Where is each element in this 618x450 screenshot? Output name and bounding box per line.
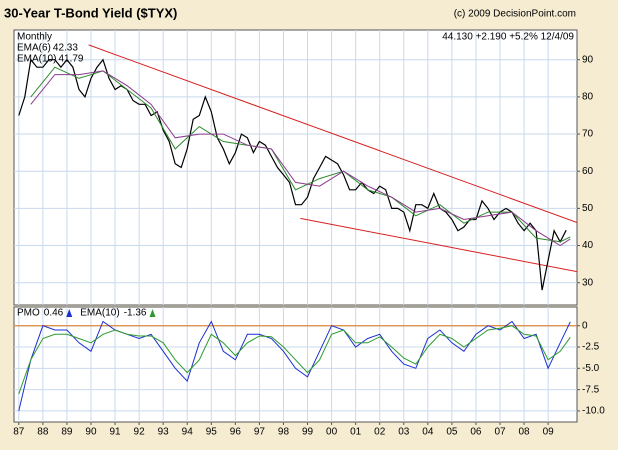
x-tick-label: 92 [134, 427, 146, 438]
y-tick-label: 70 [582, 129, 594, 140]
x-tick-label: 98 [278, 427, 290, 438]
x-tick-label: 00 [326, 427, 338, 438]
legend-name: EMA(6) [17, 43, 51, 54]
x-tick-label: 88 [37, 427, 49, 438]
x-tick-label: 95 [206, 427, 218, 438]
legend-name: EMA(10) [17, 54, 56, 65]
trend-line [300, 217, 577, 273]
legend-value: 41.79 [58, 54, 83, 65]
x-tick-label: 89 [61, 427, 73, 438]
x-tick-label: 06 [470, 427, 482, 438]
series-line [30, 70, 571, 247]
y-tick-label: -7.5 [582, 384, 600, 395]
y-tick-label: -5.0 [582, 363, 600, 374]
y-tick-label: 60 [582, 166, 594, 177]
y-tick-label: 30 [582, 277, 594, 288]
x-tick-label: 01 [350, 427, 362, 438]
x-tick-label: 09 [543, 427, 555, 438]
x-tick-label: 03 [398, 427, 410, 438]
legend-value: 42.33 [53, 43, 78, 54]
legend-name: PMO [17, 308, 40, 319]
x-tick-label: 97 [254, 427, 266, 438]
x-tick-label: 05 [446, 427, 458, 438]
x-tick-label: 04 [422, 427, 434, 438]
x-tick-label: 91 [109, 427, 121, 438]
x-tick-label: 96 [230, 427, 242, 438]
legend-arrow [149, 309, 156, 317]
chart-title: 30-Year T-Bond Yield ($TYX) [4, 5, 177, 20]
period-label: Monthly [17, 32, 52, 43]
x-tick-label: 94 [182, 427, 194, 438]
y-tick-label: 0 [582, 320, 588, 331]
trend-line [88, 44, 577, 223]
x-tick-label: 87 [13, 427, 25, 438]
series-line [18, 320, 571, 412]
y-tick-label: 90 [582, 54, 594, 65]
legend-arrow [66, 309, 73, 317]
y-tick-label: 80 [582, 92, 594, 103]
x-tick-label: 02 [374, 427, 386, 438]
price-line [18, 58, 567, 291]
y-tick-label: -2.5 [582, 342, 600, 353]
quote: 44.130 +2.190 +5.2% 12/4/09 [442, 32, 574, 43]
x-tick-label: 08 [519, 427, 531, 438]
x-tick-label: 07 [494, 427, 506, 438]
y-tick-label: 40 [582, 240, 594, 251]
series-line [18, 325, 571, 395]
y-tick-label: -10.0 [582, 406, 605, 417]
legend-name: EMA(10) [80, 308, 119, 319]
source: (c) 2009 DecisionPoint.com [454, 9, 576, 20]
y-tick-label: 50 [582, 203, 594, 214]
legend-value: 0.46 [44, 308, 64, 319]
plot-area [13, 306, 578, 423]
x-tick-label: 93 [158, 427, 170, 438]
x-tick-label: 90 [85, 427, 97, 438]
x-tick-label: 99 [302, 427, 314, 438]
legend-value: -1.36 [124, 308, 147, 319]
